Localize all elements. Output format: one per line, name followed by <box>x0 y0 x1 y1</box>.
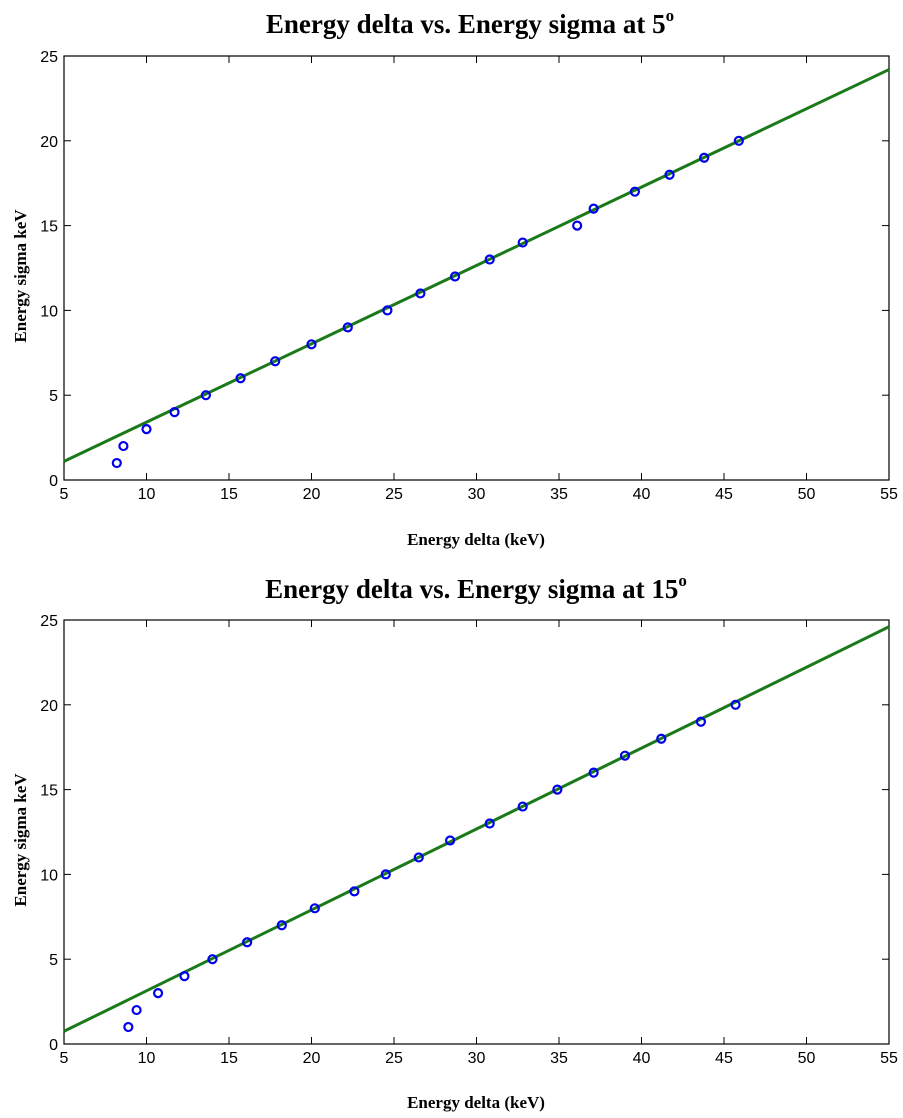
x-tick-label: 30 <box>468 486 486 503</box>
data-point <box>552 784 563 795</box>
data-point <box>588 203 599 214</box>
x-tick-label: 25 <box>385 1050 403 1067</box>
data-point <box>141 424 152 435</box>
data-point <box>588 767 599 778</box>
y-tick-label: 20 <box>40 698 58 715</box>
x-tick-label: 15 <box>220 1050 238 1067</box>
y-tick-label: 0 <box>49 473 58 490</box>
data-point <box>169 407 180 418</box>
x-tick-label: 55 <box>880 486 898 503</box>
x-tick-label: 10 <box>138 486 156 503</box>
data-point <box>306 339 317 350</box>
x-tick-label: 40 <box>633 1050 651 1067</box>
data-point <box>152 988 164 999</box>
data-point <box>111 457 122 469</box>
y-tick-label: 25 <box>40 49 58 66</box>
x-tick-label: 25 <box>385 486 403 503</box>
data-point <box>342 322 353 333</box>
data-point <box>445 835 456 846</box>
data-point <box>517 801 528 812</box>
data-point <box>484 818 495 829</box>
data-point <box>118 440 129 452</box>
data-point <box>309 903 320 914</box>
x-tick-label: 5 <box>60 1050 69 1067</box>
y-tick-label: 5 <box>49 952 58 969</box>
data-points <box>123 699 741 1033</box>
data-point <box>276 920 287 931</box>
data-point <box>207 954 218 965</box>
x-tick-label: 50 <box>798 1050 816 1067</box>
data-point <box>629 186 641 197</box>
x-axis-label: Energy delta (keV) <box>407 530 545 549</box>
data-point <box>664 169 675 180</box>
x-tick-label: 55 <box>880 1050 898 1067</box>
data-point <box>619 750 631 761</box>
y-tick-label: 10 <box>40 303 58 320</box>
axis-ticks <box>63 55 890 481</box>
data-points <box>111 135 744 469</box>
data-point <box>415 288 426 299</box>
x-tick-label: 20 <box>303 1050 321 1067</box>
plot-area <box>63 55 890 481</box>
x-axis-label: Energy delta (keV) <box>407 1093 545 1112</box>
x-tick-label: 35 <box>550 1050 568 1067</box>
title-superscript: o <box>678 571 687 590</box>
axis-ticks <box>63 619 890 1045</box>
x-tick-label: 40 <box>633 486 651 503</box>
data-point <box>656 733 667 744</box>
y-tick-label: 20 <box>40 134 58 151</box>
data-point <box>235 373 246 384</box>
data-point <box>730 699 741 710</box>
x-tick-label: 50 <box>798 486 816 503</box>
y-tick-label: 0 <box>49 1037 58 1054</box>
data-point <box>123 1021 134 1033</box>
data-point <box>413 852 424 863</box>
y-axis-label: Energy sigma keV <box>11 773 30 907</box>
chart-top: Energy delta vs. Energy sigma at 5o 5 10 1… <box>11 6 898 549</box>
data-point <box>733 135 744 146</box>
x-tick-label: 45 <box>715 1050 733 1067</box>
title-superscript: o <box>666 6 675 25</box>
fit-line <box>63 625 890 1033</box>
data-point <box>200 390 211 401</box>
y-tick-label: 10 <box>40 867 58 884</box>
data-point <box>517 237 528 248</box>
data-point <box>382 305 393 316</box>
plot-area <box>63 619 890 1045</box>
data-point <box>699 152 710 163</box>
y-tick-label: 5 <box>49 388 58 405</box>
data-point <box>449 271 461 282</box>
data-point <box>695 716 707 727</box>
data-point <box>349 886 360 897</box>
x-tick-label: 15 <box>220 486 238 503</box>
x-tick-label: 5 <box>60 486 69 503</box>
chart-bottom: Energy delta vs. Energy sigma at 15o 5 10… <box>11 571 898 1112</box>
y-tick-label: 15 <box>40 219 58 236</box>
data-point <box>179 971 190 982</box>
x-tick-label: 35 <box>550 486 568 503</box>
x-tick-label: 45 <box>715 486 733 503</box>
data-point <box>131 1004 142 1016</box>
x-tick-label: 10 <box>138 1050 156 1067</box>
y-tick-label: 25 <box>40 613 58 630</box>
y-tick-label: 15 <box>40 783 58 800</box>
y-axis-label: Energy sigma keV <box>11 209 30 343</box>
data-point <box>270 356 281 367</box>
data-point <box>484 254 495 265</box>
chart-title: Energy delta vs. Energy sigma at 5o <box>266 6 674 39</box>
data-point <box>380 869 391 880</box>
x-tick-label: 20 <box>303 486 321 503</box>
data-point <box>242 937 253 948</box>
data-point <box>572 220 583 231</box>
chart-title: Energy delta vs. Energy sigma at 15o <box>265 571 687 604</box>
x-tick-label: 30 <box>468 1050 486 1067</box>
